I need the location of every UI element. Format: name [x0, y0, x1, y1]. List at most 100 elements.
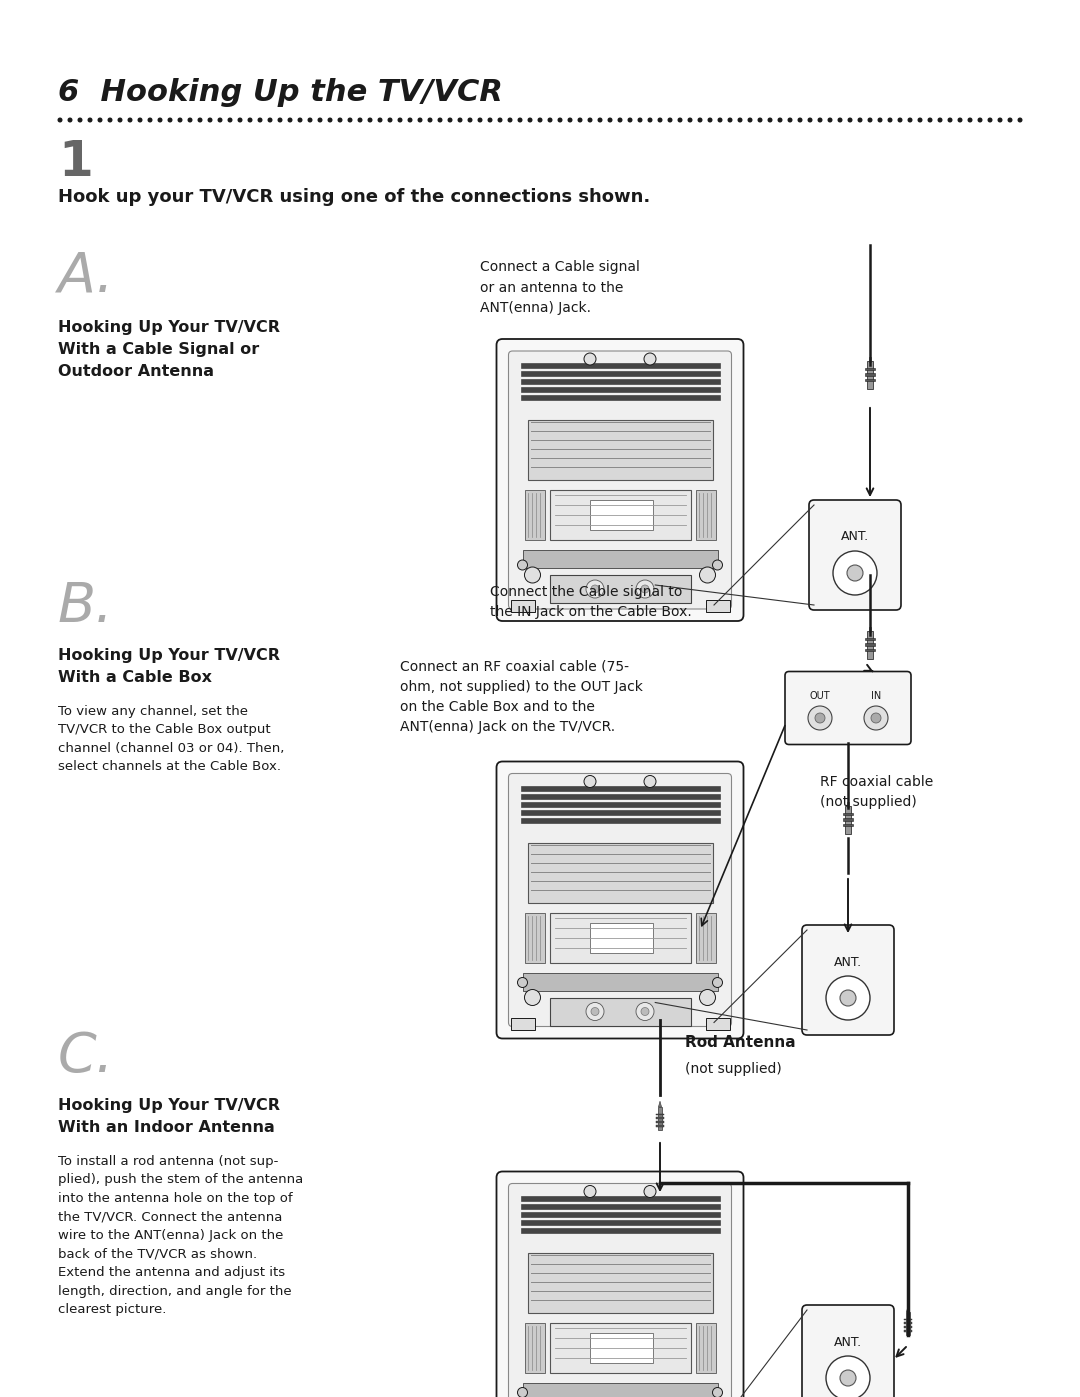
Bar [842, 824, 853, 826]
Circle shape [713, 560, 723, 570]
Text: (not supplied): (not supplied) [685, 1062, 782, 1076]
Circle shape [833, 550, 877, 595]
Circle shape [359, 119, 362, 122]
Circle shape [988, 119, 991, 122]
Circle shape [598, 119, 602, 122]
Circle shape [348, 119, 352, 122]
Circle shape [928, 119, 932, 122]
Circle shape [525, 989, 540, 1006]
Circle shape [586, 1003, 604, 1020]
Text: Hooking Up Your TV/VCR
With a Cable Box: Hooking Up Your TV/VCR With a Cable Box [58, 648, 280, 685]
Bar [904, 1319, 913, 1320]
Circle shape [618, 119, 622, 122]
Bar [656, 1113, 664, 1115]
Circle shape [268, 119, 272, 122]
Circle shape [838, 119, 841, 122]
Circle shape [538, 119, 542, 122]
Circle shape [108, 119, 112, 122]
Circle shape [739, 119, 742, 122]
Circle shape [517, 978, 527, 988]
Bar [867, 360, 873, 390]
Circle shape [779, 119, 782, 122]
Circle shape [408, 119, 411, 122]
Circle shape [1018, 119, 1022, 122]
Circle shape [978, 119, 982, 122]
Circle shape [158, 119, 162, 122]
Circle shape [428, 119, 432, 122]
Bar [865, 373, 876, 376]
Bar [845, 806, 851, 834]
Bar [904, 1326, 913, 1329]
Text: C.: C. [58, 1030, 114, 1083]
Circle shape [129, 119, 132, 122]
Bar [521, 802, 719, 806]
FancyBboxPatch shape [809, 500, 901, 610]
Circle shape [178, 119, 181, 122]
Circle shape [868, 119, 872, 122]
Bar [705, 599, 729, 612]
Text: To view any channel, set the
TV/VCR to the Cable Box output
channel (channel 03 : To view any channel, set the TV/VCR to t… [58, 705, 284, 774]
Circle shape [528, 119, 531, 122]
Circle shape [698, 119, 702, 122]
Circle shape [644, 353, 656, 365]
Circle shape [636, 1003, 654, 1020]
Bar [696, 912, 715, 963]
FancyBboxPatch shape [497, 339, 743, 622]
Circle shape [89, 119, 92, 122]
Circle shape [478, 119, 482, 122]
Bar [521, 363, 719, 367]
Circle shape [589, 119, 592, 122]
Circle shape [648, 119, 652, 122]
FancyBboxPatch shape [497, 1172, 743, 1397]
Circle shape [888, 119, 892, 122]
Circle shape [840, 1370, 856, 1386]
Circle shape [288, 119, 292, 122]
Bar [521, 1211, 719, 1217]
Bar [525, 912, 544, 963]
Circle shape [870, 712, 881, 724]
Circle shape [826, 1356, 870, 1397]
Bar [511, 599, 535, 612]
Circle shape [418, 119, 422, 122]
Circle shape [509, 119, 512, 122]
Circle shape [828, 119, 832, 122]
Circle shape [788, 119, 792, 122]
Circle shape [658, 119, 662, 122]
Bar [527, 420, 713, 481]
Bar [868, 358, 872, 362]
Text: ANT.: ANT. [834, 1336, 862, 1348]
Circle shape [899, 119, 902, 122]
Circle shape [669, 119, 672, 122]
Circle shape [308, 119, 312, 122]
Circle shape [808, 705, 832, 731]
Circle shape [239, 119, 242, 122]
Circle shape [815, 712, 825, 724]
Circle shape [638, 119, 642, 122]
Bar [904, 1330, 913, 1331]
Bar [523, 972, 717, 990]
Text: A.: A. [58, 250, 114, 303]
Circle shape [319, 119, 322, 122]
Text: 1: 1 [58, 138, 93, 186]
Circle shape [399, 119, 402, 122]
Bar [590, 1333, 653, 1362]
Bar [865, 379, 876, 381]
Circle shape [549, 119, 552, 122]
Bar [865, 367, 876, 370]
Bar [527, 842, 713, 902]
Bar [847, 802, 849, 807]
Text: OUT: OUT [810, 692, 831, 701]
Bar [705, 1017, 729, 1030]
Circle shape [958, 119, 962, 122]
Circle shape [138, 119, 141, 122]
Circle shape [517, 560, 527, 570]
Bar [527, 1253, 713, 1313]
Circle shape [847, 564, 863, 581]
Bar [906, 1312, 910, 1336]
Circle shape [168, 119, 172, 122]
Circle shape [98, 119, 102, 122]
Circle shape [258, 119, 261, 122]
Circle shape [518, 119, 522, 122]
Text: ANT.: ANT. [841, 531, 869, 543]
Circle shape [458, 119, 462, 122]
